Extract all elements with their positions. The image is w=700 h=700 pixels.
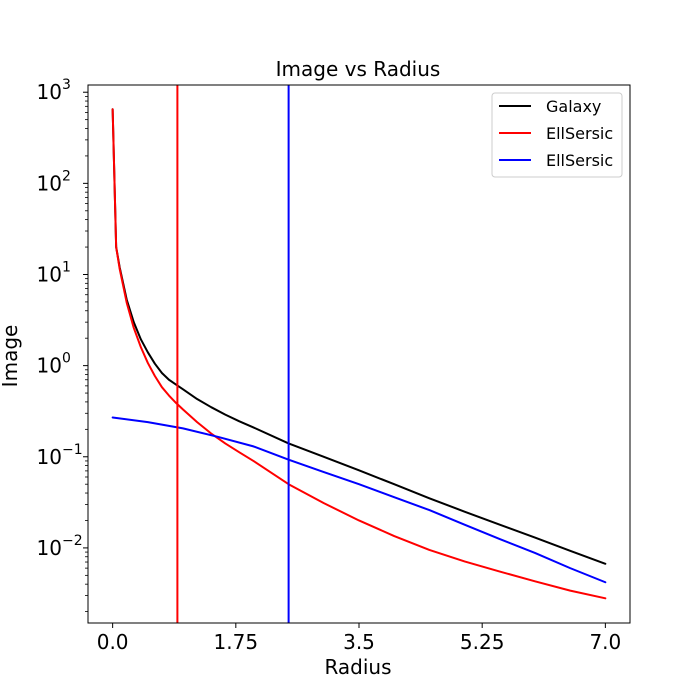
y-tick-label-0: 10 xyxy=(37,536,62,560)
y-tick-label-4: 10 xyxy=(37,171,62,195)
x-tick-label-3: 5.25 xyxy=(460,630,505,654)
x-tick-label-2: 3.5 xyxy=(343,630,375,654)
series-line-0 xyxy=(111,108,607,565)
legend: Galaxy EllSersic EllSersic xyxy=(491,92,623,178)
legend-label-0: Galaxy xyxy=(546,97,601,116)
legend-label-2: EllSersic xyxy=(546,151,613,170)
legend-box xyxy=(491,92,623,178)
series-line-2 xyxy=(111,416,607,584)
y-tick-label-5: 10 xyxy=(37,80,62,104)
y-tick-label-2: 10 xyxy=(37,354,62,378)
y-tick-exponent-3: 1 xyxy=(62,259,71,275)
chart-title: Image vs Radius xyxy=(276,57,441,81)
x-tick-label-1: 1.75 xyxy=(214,630,259,654)
legend-label-1: EllSersic xyxy=(546,124,613,143)
y-tick-label-1: 10 xyxy=(37,445,62,469)
y-axis-label: Image xyxy=(0,325,22,388)
y-tick-exponent-5: 3 xyxy=(62,77,71,93)
plot-area xyxy=(111,85,607,623)
y-tick-exponent-4: 2 xyxy=(62,168,71,184)
y-tick-label-3: 10 xyxy=(37,262,62,286)
series-line-1 xyxy=(111,108,607,600)
x-tick-label-4: 7.0 xyxy=(589,630,621,654)
y-tick-exponent-2: 0 xyxy=(62,351,71,367)
x-axis-label: Radius xyxy=(324,655,391,679)
x-tick-label-0: 0.0 xyxy=(97,630,129,654)
y-tick-exponent-0: −2 xyxy=(62,533,83,549)
y-tick-exponent-1: −1 xyxy=(62,442,83,458)
